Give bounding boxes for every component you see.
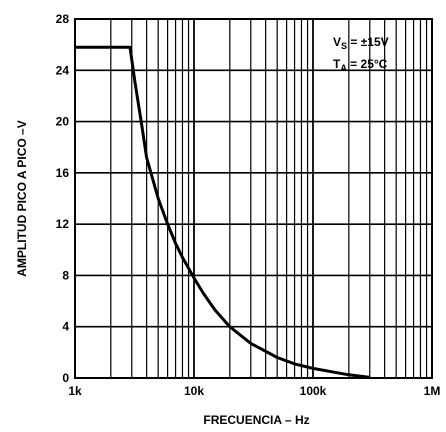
- y-tick-label: 4: [62, 320, 69, 334]
- annotation-supply-voltage: VS = ±15V: [333, 35, 389, 51]
- y-tick-labels: 0 4 8 12 16 20 24 28: [56, 12, 70, 385]
- y-tick-label: 24: [56, 63, 70, 77]
- y-tick-label: 12: [56, 217, 70, 231]
- y-tick-label: 0: [62, 371, 69, 385]
- plot-area-border: [74, 18, 433, 379]
- series-line-amplitude: [75, 45, 370, 379]
- y-tick-label: 8: [62, 268, 69, 282]
- annotation-vs-rest: = ±15V: [347, 35, 389, 49]
- annotation-ta-main: T: [333, 57, 341, 71]
- x-tick-label: 1k: [68, 384, 82, 398]
- x-tick-label: 10k: [184, 384, 204, 398]
- y-tick-label: 16: [56, 166, 70, 180]
- x-axis-label: FRECUENCIA – Hz: [203, 413, 309, 427]
- x-tick-label: 100k: [300, 384, 327, 398]
- annotation-ta-rest: = 25°C: [347, 57, 388, 71]
- annotation-vs-main: V: [333, 35, 341, 49]
- annotation-ambient-temp: TA = 25°C: [333, 57, 388, 73]
- y-tick-label: 28: [56, 12, 70, 26]
- x-tick-labels: 1k 10k 100k 1M: [68, 384, 440, 398]
- grid: [74, 18, 432, 379]
- x-tick-label: 1M: [424, 384, 441, 398]
- annotation-vs-sub: S: [341, 41, 347, 51]
- annotation-ta-sub: A: [340, 63, 347, 73]
- y-tick-label: 20: [56, 115, 70, 129]
- y-axis-label: AMPLITUD PICO A PICO –V: [15, 120, 29, 276]
